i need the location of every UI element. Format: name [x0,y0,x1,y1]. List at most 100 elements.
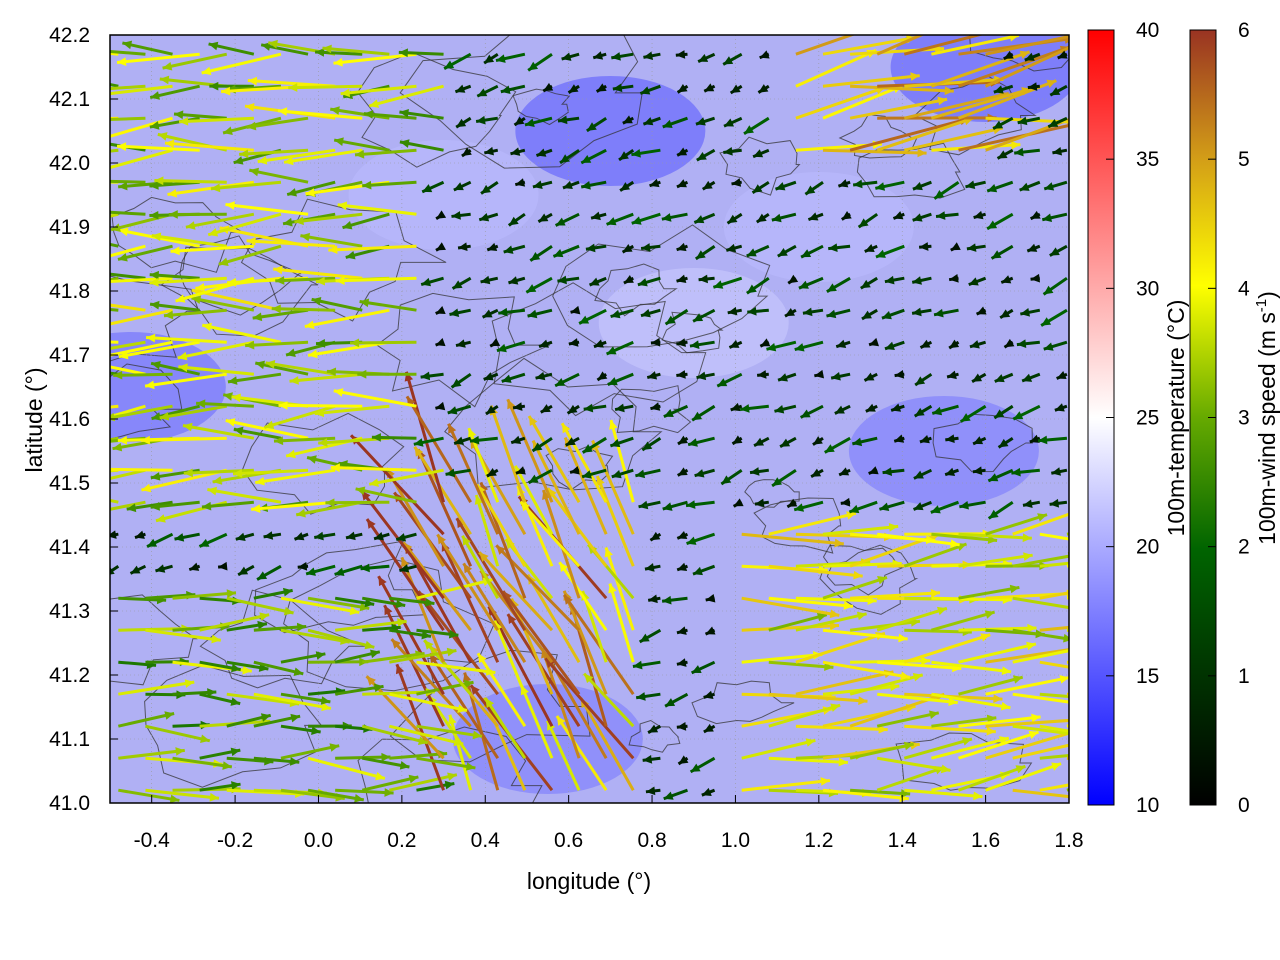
wind-arrow-head [458,242,468,252]
wind-arrow-head [754,498,765,508]
wind-arrow-head [1029,434,1040,443]
contour-line [110,275,200,362]
wind-arrow-shaft [850,47,945,56]
wind-arrow-head [435,401,446,411]
wind-arrow-shaft [985,676,1069,696]
wind-arrow-head [110,530,117,539]
wind-arrow-head [649,178,660,188]
wind-arrow-head [949,273,959,283]
wind-arrow-head [884,341,895,351]
wind-arrow-head [334,567,345,577]
wind-arrow-head [903,741,914,751]
wind-arrow-head [757,370,767,379]
wind-arrow-head [917,148,927,158]
wind-arrow-head [820,777,830,786]
temperature-colorbar-title: 100m-temperature (°C) [1163,300,1189,537]
wind-arrow-head [231,393,241,403]
wind-arrow-shaft [1039,625,1069,632]
wind-arrow-head [233,156,244,165]
wind-arrow-head [891,17,901,25]
wind-arrow-shaft [544,657,635,760]
wind-arrow-head [155,514,166,523]
x-tick-label: 0.0 [304,829,333,852]
contour-line [240,198,447,322]
wind-arrow-shaft [110,148,173,170]
wind-arrow-head [174,533,185,542]
wind-arrow-head [919,242,929,251]
wind-arrow-shaft [741,596,840,617]
wind-arrow-head [293,667,304,676]
wind-arrow-shaft [178,365,254,376]
wind-arrow-head [225,201,235,210]
wind-arrow-head [97,164,107,172]
wind-arrow-shaft [555,715,608,792]
wind-arrow-head [257,571,268,580]
wind-arrow-head [446,647,457,657]
wind-arrow-head [311,297,322,306]
wind-arrow-head [1052,146,1063,156]
wind-colorbar-ticks: 0 1 2 3 4 5 6 [1208,19,1250,817]
wind-arrow-head [151,232,162,242]
wind-arrow-head [950,242,961,251]
wind-arrow-head [721,475,732,485]
wind-arrow-shaft [931,596,1012,602]
wind-arrow-head [399,139,410,148]
wind-arrow-head [283,606,294,616]
wind-arrow-head [479,552,489,562]
wind-arrow-head [417,736,428,745]
wind-arrow-head [485,698,495,709]
wind-arrow-head [485,667,496,676]
wind-arrow-shaft [474,494,500,567]
wind-arrow-head [247,76,258,86]
wind-arrow-shaft [904,77,1004,88]
wind-arrow-head [314,408,325,418]
wind-arrow-shaft [185,212,255,229]
wind-arrow-head [564,594,573,605]
wind-arrow-shaft [520,684,554,759]
wind-arrow-shaft [416,448,473,567]
temperature-spot [848,396,1039,506]
wind-arrow-shaft [985,648,1069,664]
wind-arrow-shaft [201,52,282,75]
wind-arrow-head [66,261,76,269]
x-tick-label: 1.2 [804,829,833,852]
wind-arrow-head [311,726,321,736]
wind-arrow-head [585,243,596,253]
wind-arrow-head [399,761,410,770]
wind-arrow-shaft [350,340,417,345]
wind-arrow-head [40,178,49,187]
wind-arrow-shaft [489,405,527,503]
wind-arrow-head [701,787,712,796]
wind-arrow-head [676,338,686,347]
wind-arrow-head [337,201,348,211]
wind-arrow-shaft [110,404,173,420]
wind-arrow-head [759,50,770,59]
wind-arrow-head [976,306,987,315]
wind-arrow-shaft [436,533,500,631]
wind-arrow-shaft [294,212,363,224]
wind-arrow-head [1074,716,1083,725]
wind-arrow-shaft [958,764,1026,792]
wind-arrow-head [694,215,705,224]
wind-arrow-shaft [182,423,255,440]
wind-arrow-head [345,531,356,541]
wind-arrow-head [868,466,879,475]
wind-arrow-head [919,435,930,444]
wind-arrow-head [1027,82,1038,91]
wind-arrow-head [112,442,123,452]
wind-arrow-head [606,346,617,355]
wind-arrow-shaft [226,596,294,615]
wind-arrow-head [222,761,232,770]
wind-arrow-shaft [1039,783,1069,792]
wind-arrow-shaft [985,718,1069,728]
wind-arrow-head [1026,641,1036,651]
wind-arrow-head [663,791,674,800]
wind-arrow-head [486,468,497,477]
wind-arrow-head [648,594,658,604]
wind-arrow-head [744,125,754,134]
wind-arrow-shaft [958,626,1037,632]
wind-arrow-head [650,402,661,411]
wind-colorbar-title-end: ) [1254,291,1280,299]
wind-arrow-head [184,679,195,688]
